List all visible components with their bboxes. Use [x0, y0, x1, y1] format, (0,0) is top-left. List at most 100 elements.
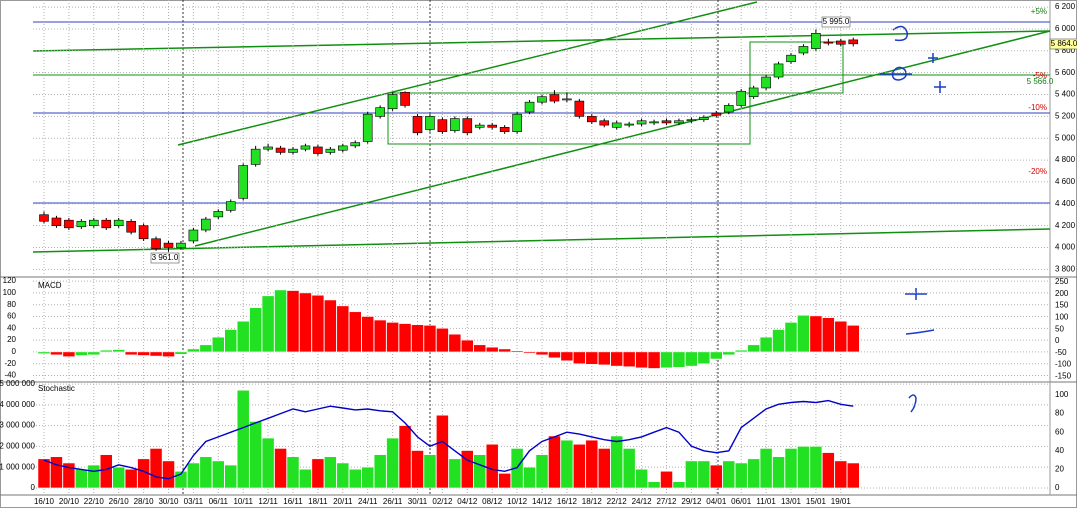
bar: [100, 454, 113, 489]
x-tick-label: 06/01: [731, 497, 752, 506]
candle-body: [699, 117, 709, 120]
handwriting: [928, 53, 938, 63]
candle-body: [835, 40, 846, 45]
bar: [734, 462, 748, 489]
bar: [187, 462, 200, 489]
bar: [834, 320, 848, 353]
bar: [734, 349, 748, 353]
annotation-box: [150, 252, 180, 264]
candle-body: [599, 120, 610, 126]
candle-body: [723, 105, 734, 113]
handwriting: [905, 288, 927, 300]
y-tick-label: 50: [1055, 324, 1064, 333]
bar: [274, 448, 287, 489]
candle-body: [288, 148, 298, 153]
bar: [386, 437, 399, 489]
stochastic-line: [43, 399, 854, 480]
x-tick-label: 24/11: [358, 497, 378, 506]
bar: [124, 468, 138, 489]
candle-body: [263, 146, 273, 150]
handwriting: [905, 329, 935, 335]
y-tick-label: 0: [12, 347, 17, 356]
x-tick-label: 30/10: [158, 497, 179, 506]
trend-line: [194, 30, 1051, 247]
y-tick-label: 4 800: [1055, 155, 1076, 164]
bar: [485, 444, 499, 489]
candle-body: [39, 214, 49, 222]
candle-body: [661, 120, 672, 124]
x-tick-label: 26/11: [383, 497, 403, 506]
y-tick-label: 20: [7, 335, 16, 344]
candle-body: [425, 116, 435, 130]
bar: [461, 339, 474, 353]
bar: [361, 316, 374, 353]
bar: [548, 435, 561, 489]
candle-body: [562, 98, 572, 101]
bar: [87, 351, 101, 356]
bar: [162, 460, 175, 489]
y-tick-label: -40: [4, 371, 16, 380]
candle-body: [686, 119, 697, 122]
candle-body: [674, 120, 684, 124]
bar: [747, 344, 760, 353]
y-tick-label: 6 000: [1055, 24, 1076, 33]
bar: [573, 444, 586, 489]
bar: [759, 336, 773, 353]
y-tick-label: 120: [3, 276, 17, 285]
bar: [485, 346, 499, 353]
candle-body: [748, 87, 759, 98]
bar: [797, 315, 810, 353]
bar: [797, 446, 810, 489]
x-tick-label: 15/01: [806, 497, 827, 506]
y-tick-label: 0: [31, 483, 36, 492]
bar: [610, 435, 623, 489]
bar: [635, 351, 648, 369]
bar: [772, 329, 785, 353]
candle-body: [176, 242, 186, 248]
bar: [560, 351, 574, 362]
y-tick-label: 200: [1055, 289, 1069, 298]
bar: [349, 311, 362, 353]
bar: [224, 329, 237, 353]
bar: [286, 290, 300, 353]
candle-body: [238, 165, 248, 199]
y-tick-label: 4 400: [1055, 199, 1076, 208]
bar: [622, 351, 636, 367]
handwriting: [934, 81, 946, 93]
x-tick-label: 10/12: [507, 497, 528, 506]
bar: [672, 481, 686, 489]
x-tick-label: 29/12: [681, 497, 702, 506]
x-tick-label: 19/01: [831, 497, 852, 506]
y-tick-label: 0: [1055, 483, 1060, 492]
bar: [448, 458, 462, 489]
candle-body: [586, 116, 597, 123]
range-box: [387, 92, 751, 145]
x-tick-label: 26/10: [109, 497, 130, 506]
bar: [622, 448, 636, 489]
candle-body: [848, 39, 859, 45]
y-tick-label: 1 000 000: [0, 462, 36, 471]
x-tick-label: 27/12: [656, 497, 677, 506]
trend-line: [177, 1, 758, 146]
candle-body: [225, 201, 236, 211]
bar: [100, 349, 113, 353]
bar: [647, 351, 661, 369]
bar: [598, 351, 611, 366]
bar: [759, 448, 773, 489]
x-tick-label: 28/10: [134, 497, 155, 506]
candle-body: [462, 118, 473, 134]
bar: [336, 305, 350, 353]
x-tick-label: 20/11: [333, 497, 353, 506]
x-tick-label: 04/01: [706, 497, 727, 506]
annotation-box: [821, 16, 851, 28]
bar: [274, 289, 287, 353]
handwriting: [880, 66, 912, 81]
bar: [311, 295, 325, 353]
candle-body: [499, 126, 510, 132]
bar: [834, 460, 848, 489]
candle-body: [313, 146, 323, 154]
y-tick-label: 150: [1055, 301, 1069, 310]
y-tick-label: 5 400: [1055, 90, 1076, 99]
